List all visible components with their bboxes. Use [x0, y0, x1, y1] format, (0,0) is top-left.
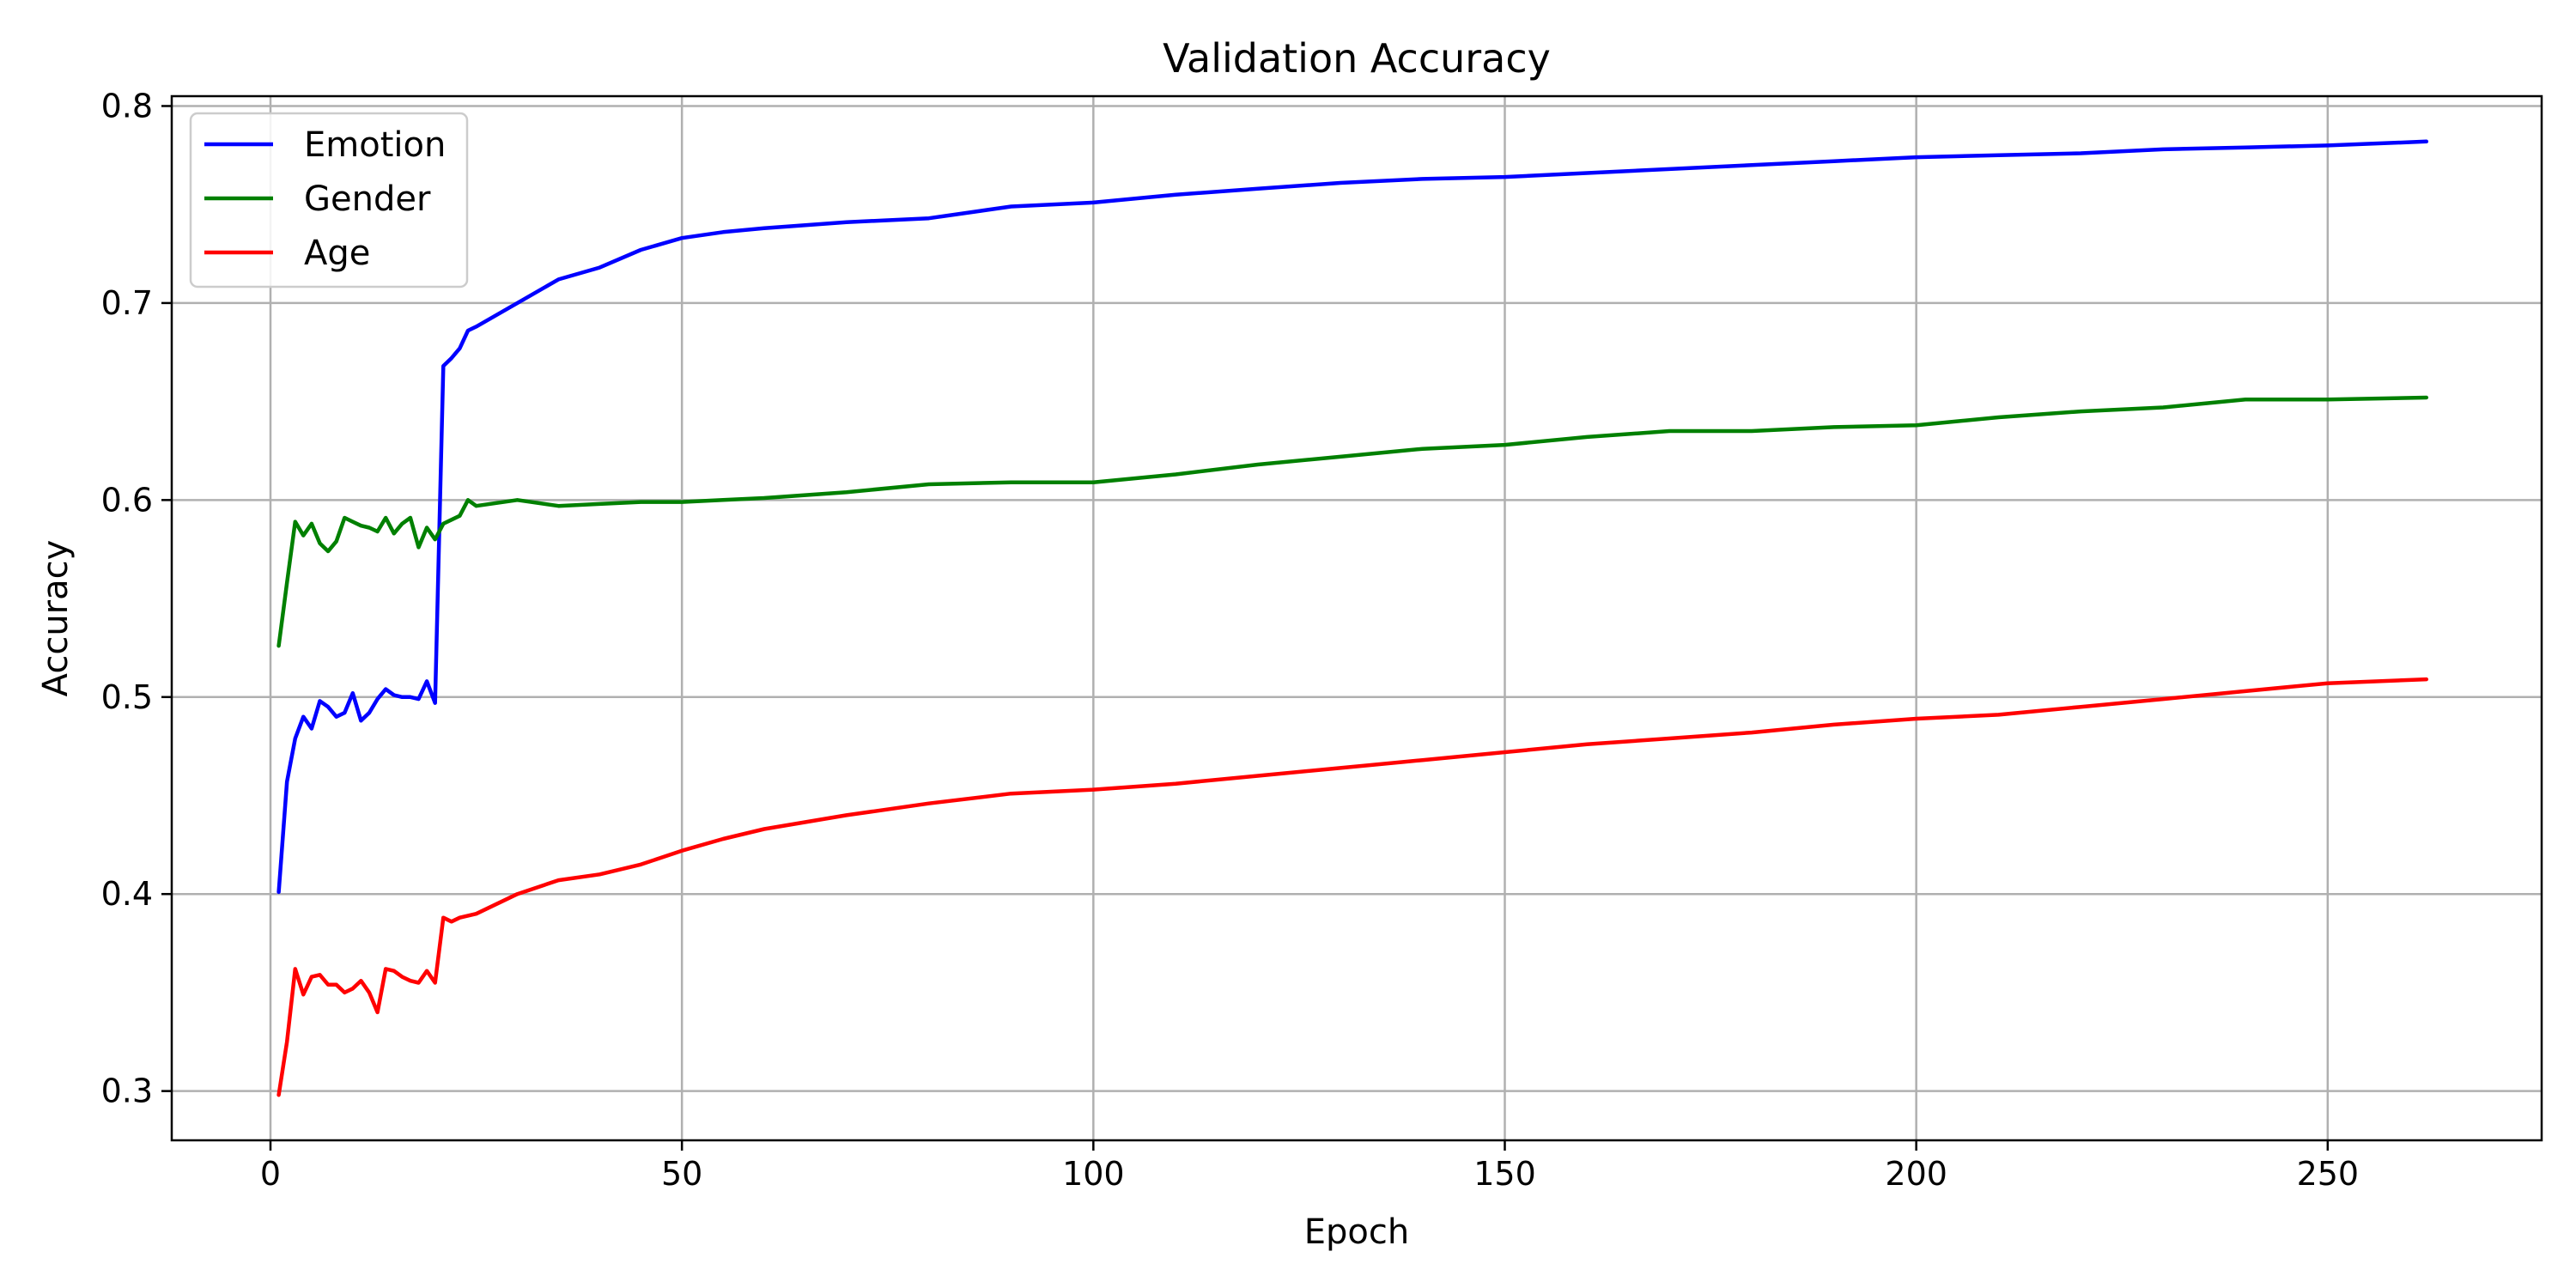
x-tick-label: 150 [1473, 1155, 1536, 1193]
y-tick-label: 0.7 [101, 284, 153, 322]
x-tick-label: 200 [1885, 1155, 1947, 1193]
legend: Emotion Gender Age [189, 112, 469, 289]
series-lines [276, 139, 2429, 1097]
y-axis-label: Accuracy [36, 540, 76, 697]
x-axis-label: Epoch [1304, 1212, 1409, 1252]
ticks: 0 50 100 150 200 250 0.3 0.4 0.5 0.6 0.7 0.8 [101, 87, 2360, 1193]
series-line-emotion [276, 139, 2429, 895]
x-tick-label: 100 [1062, 1155, 1125, 1193]
plot-frame [170, 94, 2543, 1142]
legend-label-emotion: Emotion [304, 125, 446, 165]
legend-label-gender: Gender [304, 179, 431, 219]
x-tick-label: 250 [2297, 1155, 2360, 1193]
legend-label-age: Age [304, 234, 370, 273]
series-line-age [276, 677, 2429, 1097]
y-tick-label: 0.8 [101, 87, 153, 125]
x-tick-label: 50 [661, 1155, 702, 1193]
x-tick-label: 0 [260, 1155, 281, 1193]
y-tick-label: 0.4 [101, 875, 153, 913]
y-tick-label: 0.5 [101, 678, 153, 716]
grid [172, 96, 2542, 1140]
y-tick-label: 0.6 [101, 481, 153, 519]
y-tick-label: 0.3 [101, 1072, 153, 1110]
legend-box [189, 112, 469, 289]
chart-title: Validation Accuracy [1163, 35, 1551, 82]
series-line-gender [276, 395, 2429, 648]
